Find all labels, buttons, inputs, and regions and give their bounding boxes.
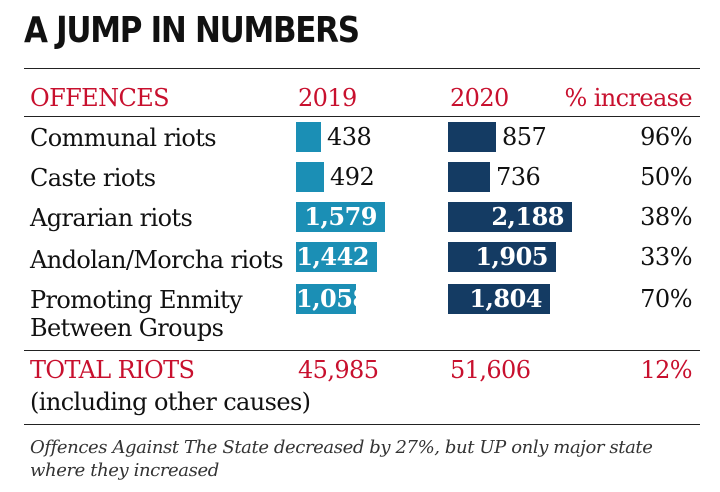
bar-2019 [296,284,356,314]
header-2020: 2020 [450,84,509,112]
data-label-2020: 857 [502,123,547,151]
row-label: Andolan/Morcha riots [30,246,284,274]
bar-2020 [448,162,490,192]
pct-increase: 50% [640,163,692,191]
total-rule [24,350,700,351]
row-label: Communal riots [30,124,217,152]
row-label: Promoting Enmity Between Groups [30,286,243,342]
total-label: TOTAL RIOTS [30,356,195,384]
data-label-2020: 736 [496,163,541,191]
total-pct: 12% [640,356,692,384]
bar-2019 [296,202,385,232]
data-label-2020: 2,188 [491,202,564,231]
note-rule [24,424,700,425]
data-label-2020: 1,905 [475,242,548,271]
bar-2019 [296,242,377,272]
bar-2020 [448,242,556,272]
total-2019: 45,985 [298,356,379,384]
data-label-2020: 1,804 [469,284,542,313]
header-rule [24,116,700,117]
header-2019: 2019 [298,84,357,112]
bar-2020 [448,122,496,152]
data-label-2019: 492 [330,163,375,191]
row-label: Caste riots [30,164,156,192]
row-label: Agrarian riots [30,204,193,232]
pct-increase: 70% [640,285,692,313]
bar-2020 [448,284,550,314]
bar-2020 [448,202,572,232]
header-offences: OFFENCES [30,84,170,112]
chart-title: A JUMP IN NUMBERS [24,10,360,51]
pct-increase: 33% [640,243,692,271]
footnote: Offences Against The State decreased by … [30,437,653,481]
data-label-2019: 438 [327,123,372,151]
pct-increase: 96% [640,123,692,151]
total-2020: 51,606 [450,356,531,384]
header-pct-increase: % increase [564,84,692,112]
bar-2019 [296,162,324,192]
data-label-2019: 1,442 [296,242,369,271]
data-label-2019: 1,058 [296,284,369,313]
data-label-2019: 1,579 [304,202,377,231]
total-sublabel: (including other causes) [30,388,311,416]
bar-2019 [296,122,321,152]
top-rule [24,68,700,69]
pct-increase: 38% [640,203,692,231]
